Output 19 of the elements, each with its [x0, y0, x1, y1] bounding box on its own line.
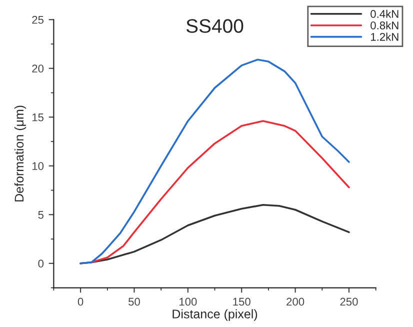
x-tick-label: 0 [78, 298, 84, 306]
y-axis-title: Deformation (μm) [14, 106, 26, 202]
y-tick-label: 10 [32, 162, 44, 170]
x-tick-label: 150 [233, 298, 250, 306]
legend-label: 1.2kN [370, 32, 398, 41]
x-axis-title: Distance (pixel) [172, 309, 258, 321]
x-tick-label: 50 [128, 298, 140, 306]
y-tick-label: 20 [32, 64, 44, 73]
x-tick-label: 100 [179, 298, 197, 306]
chart-title: SS400 [186, 19, 244, 33]
legend-label: 0.4kN [370, 10, 398, 18]
x-tick-label: 200 [286, 298, 304, 306]
y-tick-label: 25 [32, 16, 44, 24]
legend-label: 0.8kN [370, 21, 398, 30]
x-tick-label: 250 [340, 298, 358, 306]
y-tick-label: 5 [38, 211, 44, 219]
line-series [80, 58, 350, 264]
y-tick-label: 15 [32, 114, 44, 122]
y-tick-label: 0 [38, 260, 44, 268]
